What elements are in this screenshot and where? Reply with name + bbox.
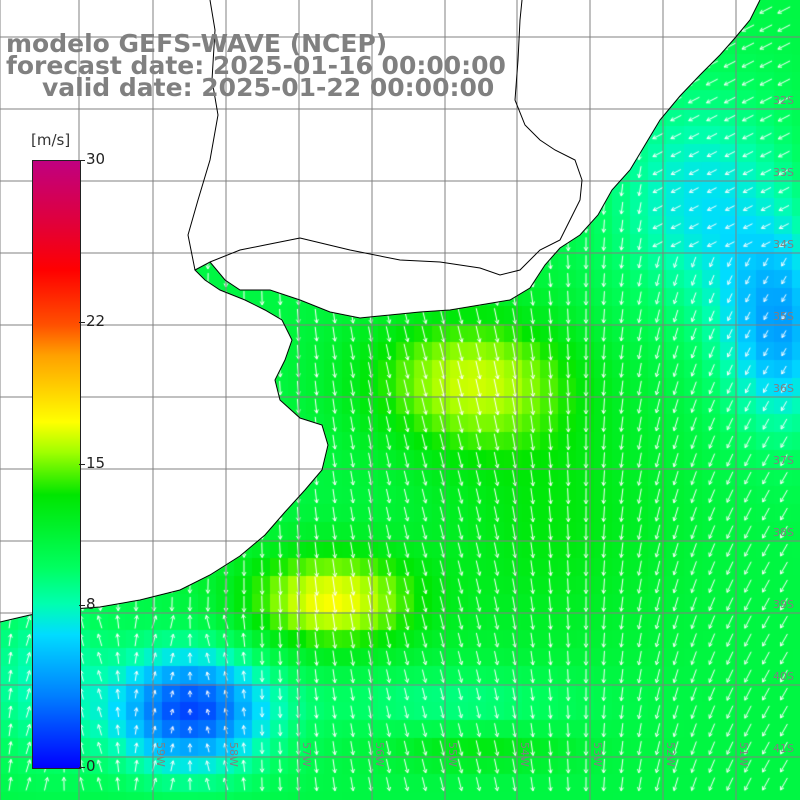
colorbar-tick [79,321,85,323]
longitude-label: 52W [664,742,677,767]
colorbar-tick-label: 0 [86,757,96,775]
longitude-labels: 59W 58W 57W 56W 55W 54W 53W 52W 51W [154,742,750,767]
colorbar-tick [79,767,85,768]
coastline [0,0,761,623]
valid-date: valid date: 2025-01-22 00:00:00 [42,73,495,102]
latitude-labels: 32S 33S 34S 35S 36S 37S 38S 39S 40S 41S [773,94,794,755]
latitude-label: 32S [773,94,794,107]
colorbar-tick-label: 22 [86,311,106,330]
latitude-label: 37S [773,454,794,467]
latitude-label: 35S [773,310,794,323]
longitude-label: 53W [591,742,604,767]
land-border-1 [187,0,583,276]
longitude-label: 55W [446,742,459,767]
latitude-label: 33S [773,166,794,179]
latitude-label: 39S [773,598,794,611]
forecast-date: forecast date: 2025-01-16 00:00:00 [6,51,506,80]
latitude-label: 38S [773,526,794,539]
latitude-label: 36S [773,382,794,395]
colorbar-tick [79,463,85,465]
latitude-label: 41S [773,742,794,755]
colorbar [32,160,81,769]
latitude-label: 34S [773,238,794,251]
colorbar-tick-label: 15 [86,453,106,472]
longitude-label: 59W [154,742,167,767]
longitude-label: 56W [373,742,386,767]
model-title: modelo GEFS-WAVE (NCEP) [6,29,388,58]
colorbar-tick [79,605,85,607]
colorbar-tick-label: 30 [86,150,106,168]
longitude-label: 51W [737,742,750,767]
colorbar-tick-label: 8 [86,595,96,614]
colorbar-tick [79,160,85,161]
longitude-label: 57W [300,742,313,767]
longitude-label: 54W [518,742,531,767]
latitude-label: 40S [773,670,794,683]
colorbar-unit: [m/s] [31,131,71,149]
longitude-label: 58W [227,742,240,767]
